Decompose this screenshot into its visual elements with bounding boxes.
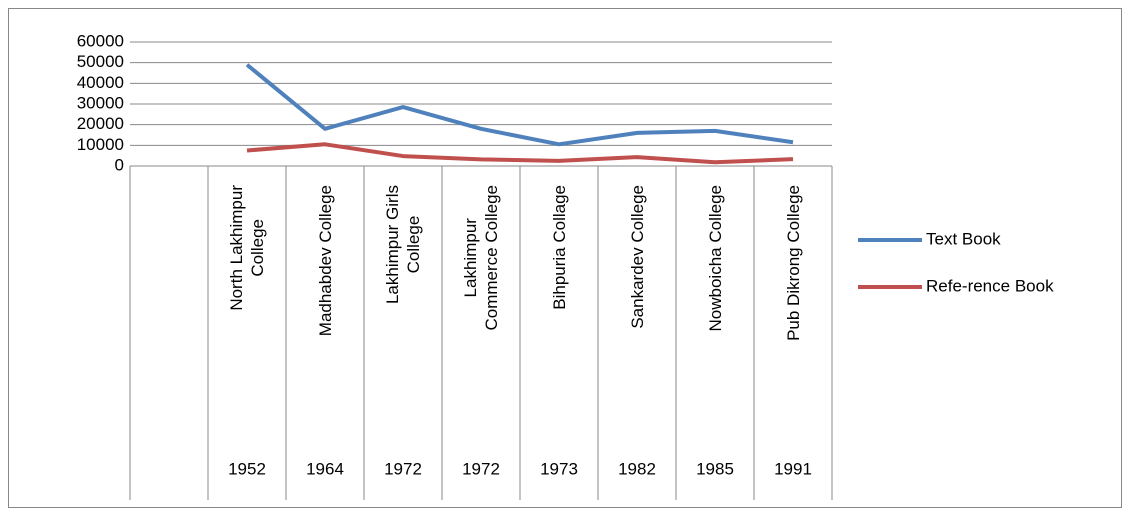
series-line [245,63,794,147]
series-line [246,142,794,165]
x-year-label: 1964 [306,459,344,478]
y-tick-label: 20000 [77,114,124,133]
x-tick-label: Pub Dikrong College [783,185,803,341]
x-year-label: 1972 [462,459,500,478]
x-tick-label: Lakhimpur Girls College [383,185,423,305]
y-tick-label: 50000 [77,52,124,71]
x-tick-label: Madhabdev College [315,185,335,337]
y-tick-label: 60000 [77,31,124,50]
x-year-label: 1952 [228,459,266,478]
x-year-label: 1991 [774,459,812,478]
x-tick-label: Bihpuria Collage [549,185,569,310]
x-year-label: 1982 [618,459,656,478]
y-tick-label: 30000 [77,93,124,112]
x-tick-label: Lakhimpur Commerce College [461,185,501,331]
x-tick-label: North Lakhimpur College [227,185,267,311]
y-tick-label: 40000 [77,73,124,92]
legend-label: Text Book [926,229,1001,248]
x-year-label: 1985 [696,459,734,478]
x-year-label: 1972 [384,459,422,478]
x-year-label: 1973 [540,459,578,478]
x-tick-label: Sankardev College [627,185,647,329]
legend-label: Refe-rence Book [926,276,1054,295]
y-tick-label: 10000 [77,135,124,154]
y-tick-label: 0 [115,155,124,174]
x-tick-label: Nowboicha College [705,185,725,332]
